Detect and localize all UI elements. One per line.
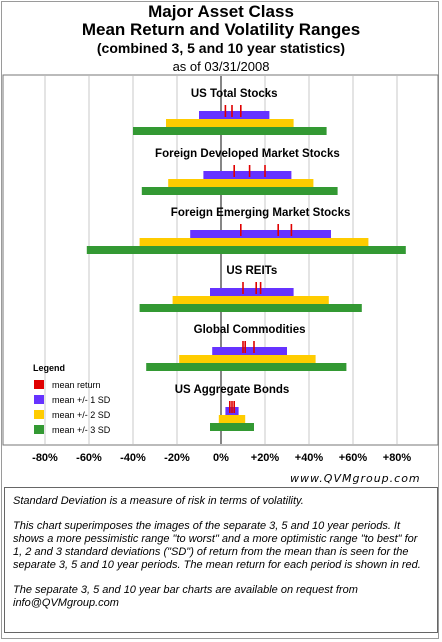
note-paragraph: This chart superimposes the images of th…	[13, 520, 421, 571]
x-tick-label: +40%	[295, 452, 324, 464]
bar-sd3	[86, 246, 406, 254]
legend-label: mean return	[52, 380, 101, 390]
category-label: US REITs	[226, 265, 277, 277]
x-tick-label: +80%	[383, 452, 412, 464]
legend-label: mean +/- 2 SD	[52, 410, 111, 420]
bar-sd2	[172, 296, 329, 304]
bar-sd3	[146, 363, 347, 371]
x-tick-label: -80%	[32, 452, 58, 464]
category-label: US Total Stocks	[191, 88, 278, 100]
x-tick-label: +60%	[339, 452, 368, 464]
legend-label: mean +/- 1 SD	[52, 395, 111, 405]
category-labels: US Total Stocks Foreign Developed Market …	[155, 88, 350, 396]
category-label: Foreign Emerging Market Stocks	[171, 207, 351, 219]
legend-swatch	[34, 425, 44, 434]
bar-sd1	[212, 347, 287, 355]
x-tick-label: -60%	[76, 452, 102, 464]
chart-subtitle-stats: (combined 3, 5 and 10 year statistics)	[96, 40, 346, 56]
notes-box: Standard Deviation is a measure of risk …	[4, 487, 438, 633]
as-of-date: as of 03/31/2008	[172, 59, 270, 74]
bar-sd2	[166, 119, 294, 127]
chart-subtitle: Mean Return and Volatility Ranges	[81, 20, 361, 39]
x-axis-ticks: -80% -60% -40% -20% 0% +20% +40% +60% +80%	[32, 452, 411, 464]
bar-sd3	[133, 127, 327, 135]
bar-sd3	[141, 187, 338, 195]
bar-sd2	[179, 355, 316, 363]
bars-group	[86, 105, 406, 431]
grid-lines	[44, 76, 398, 444]
bar-sd2	[139, 238, 369, 246]
bar-sd1	[190, 230, 331, 238]
legend: Legend mean return mean +/- 1 SD mean +/- 2…	[33, 363, 111, 435]
bar-sd2	[168, 179, 314, 187]
bar-sd2	[218, 415, 246, 423]
source-url: www.QVMgroup.com	[290, 472, 421, 485]
x-tick-label: -40%	[120, 452, 146, 464]
bar-sd1	[199, 111, 270, 119]
category-label: US Aggregate Bonds	[175, 384, 290, 396]
legend-swatch	[34, 395, 44, 404]
note-paragraph: The separate 3, 5 and 10 year bar charts…	[13, 584, 358, 609]
bar-sd1	[203, 171, 292, 179]
x-tick-label: +20%	[251, 452, 280, 464]
legend-swatch	[34, 410, 44, 419]
bar-sd1	[210, 288, 294, 296]
bar-sd3	[139, 304, 362, 312]
bar-sd3	[210, 423, 254, 431]
legend-swatch	[34, 380, 44, 389]
x-tick-label: 0%	[213, 452, 229, 464]
x-tick-label: -20%	[164, 452, 190, 464]
note-paragraph: Standard Deviation is a measure of risk …	[13, 495, 304, 507]
category-label: Global Commodities	[194, 324, 306, 336]
legend-title: Legend	[33, 363, 65, 373]
legend-label: mean +/- 3 SD	[52, 425, 111, 435]
chart-title: Major Asset Class	[148, 2, 294, 21]
category-label: Foreign Developed Market Stocks	[155, 148, 340, 160]
